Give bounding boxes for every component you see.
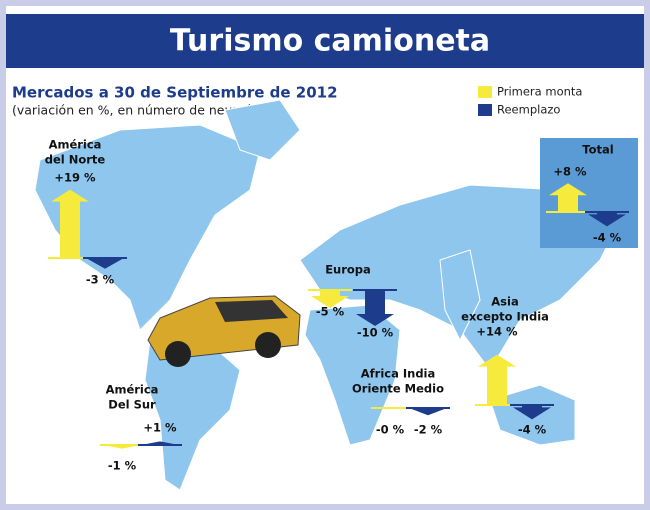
region-name: Asia [491, 295, 518, 309]
value-label: -4 % [593, 231, 622, 245]
value-label: -0 % [376, 423, 405, 437]
value-label: +19 % [54, 171, 96, 185]
arrow [86, 258, 124, 269]
subtitle: Mercados a 30 de Septiembre de 2012 [12, 84, 338, 102]
region-name: América [49, 138, 102, 152]
arrow [51, 189, 89, 258]
value-label: +1 % [143, 421, 177, 435]
arrow [513, 405, 551, 420]
region-name: Europa [325, 263, 371, 277]
value-label: -2 % [414, 423, 443, 437]
arrow [356, 290, 394, 326]
value-label: +14 % [476, 325, 518, 339]
arrow [478, 354, 516, 405]
value-label: -10 % [357, 326, 394, 340]
legend-swatch [478, 104, 492, 116]
region-name: Oriente Medio [352, 382, 444, 396]
value-label: +8 % [553, 165, 587, 179]
value-label: -1 % [108, 459, 137, 473]
title-band [6, 14, 644, 68]
legend-label: Reemplazo [497, 103, 560, 117]
arrow [409, 408, 447, 416]
title: Turismo camioneta [170, 24, 490, 59]
region-name: Africa India [361, 367, 436, 381]
legend-swatch [478, 86, 492, 98]
region-name: América [106, 383, 159, 397]
region-name: Del Sur [108, 398, 156, 412]
region-name: excepto India [461, 310, 549, 324]
car [147, 295, 301, 367]
arrow [311, 290, 349, 308]
description: (variación en %, en número de neumáticos… [12, 103, 287, 118]
legend-label: Primera monta [497, 85, 582, 99]
value-label: -3 % [86, 273, 115, 287]
value-label: -5 % [316, 305, 345, 319]
arrow [549, 183, 587, 212]
value-label: -4 % [518, 423, 547, 437]
region-name: Total [582, 143, 613, 157]
arrow [588, 212, 626, 227]
region-name: del Norte [45, 153, 106, 167]
